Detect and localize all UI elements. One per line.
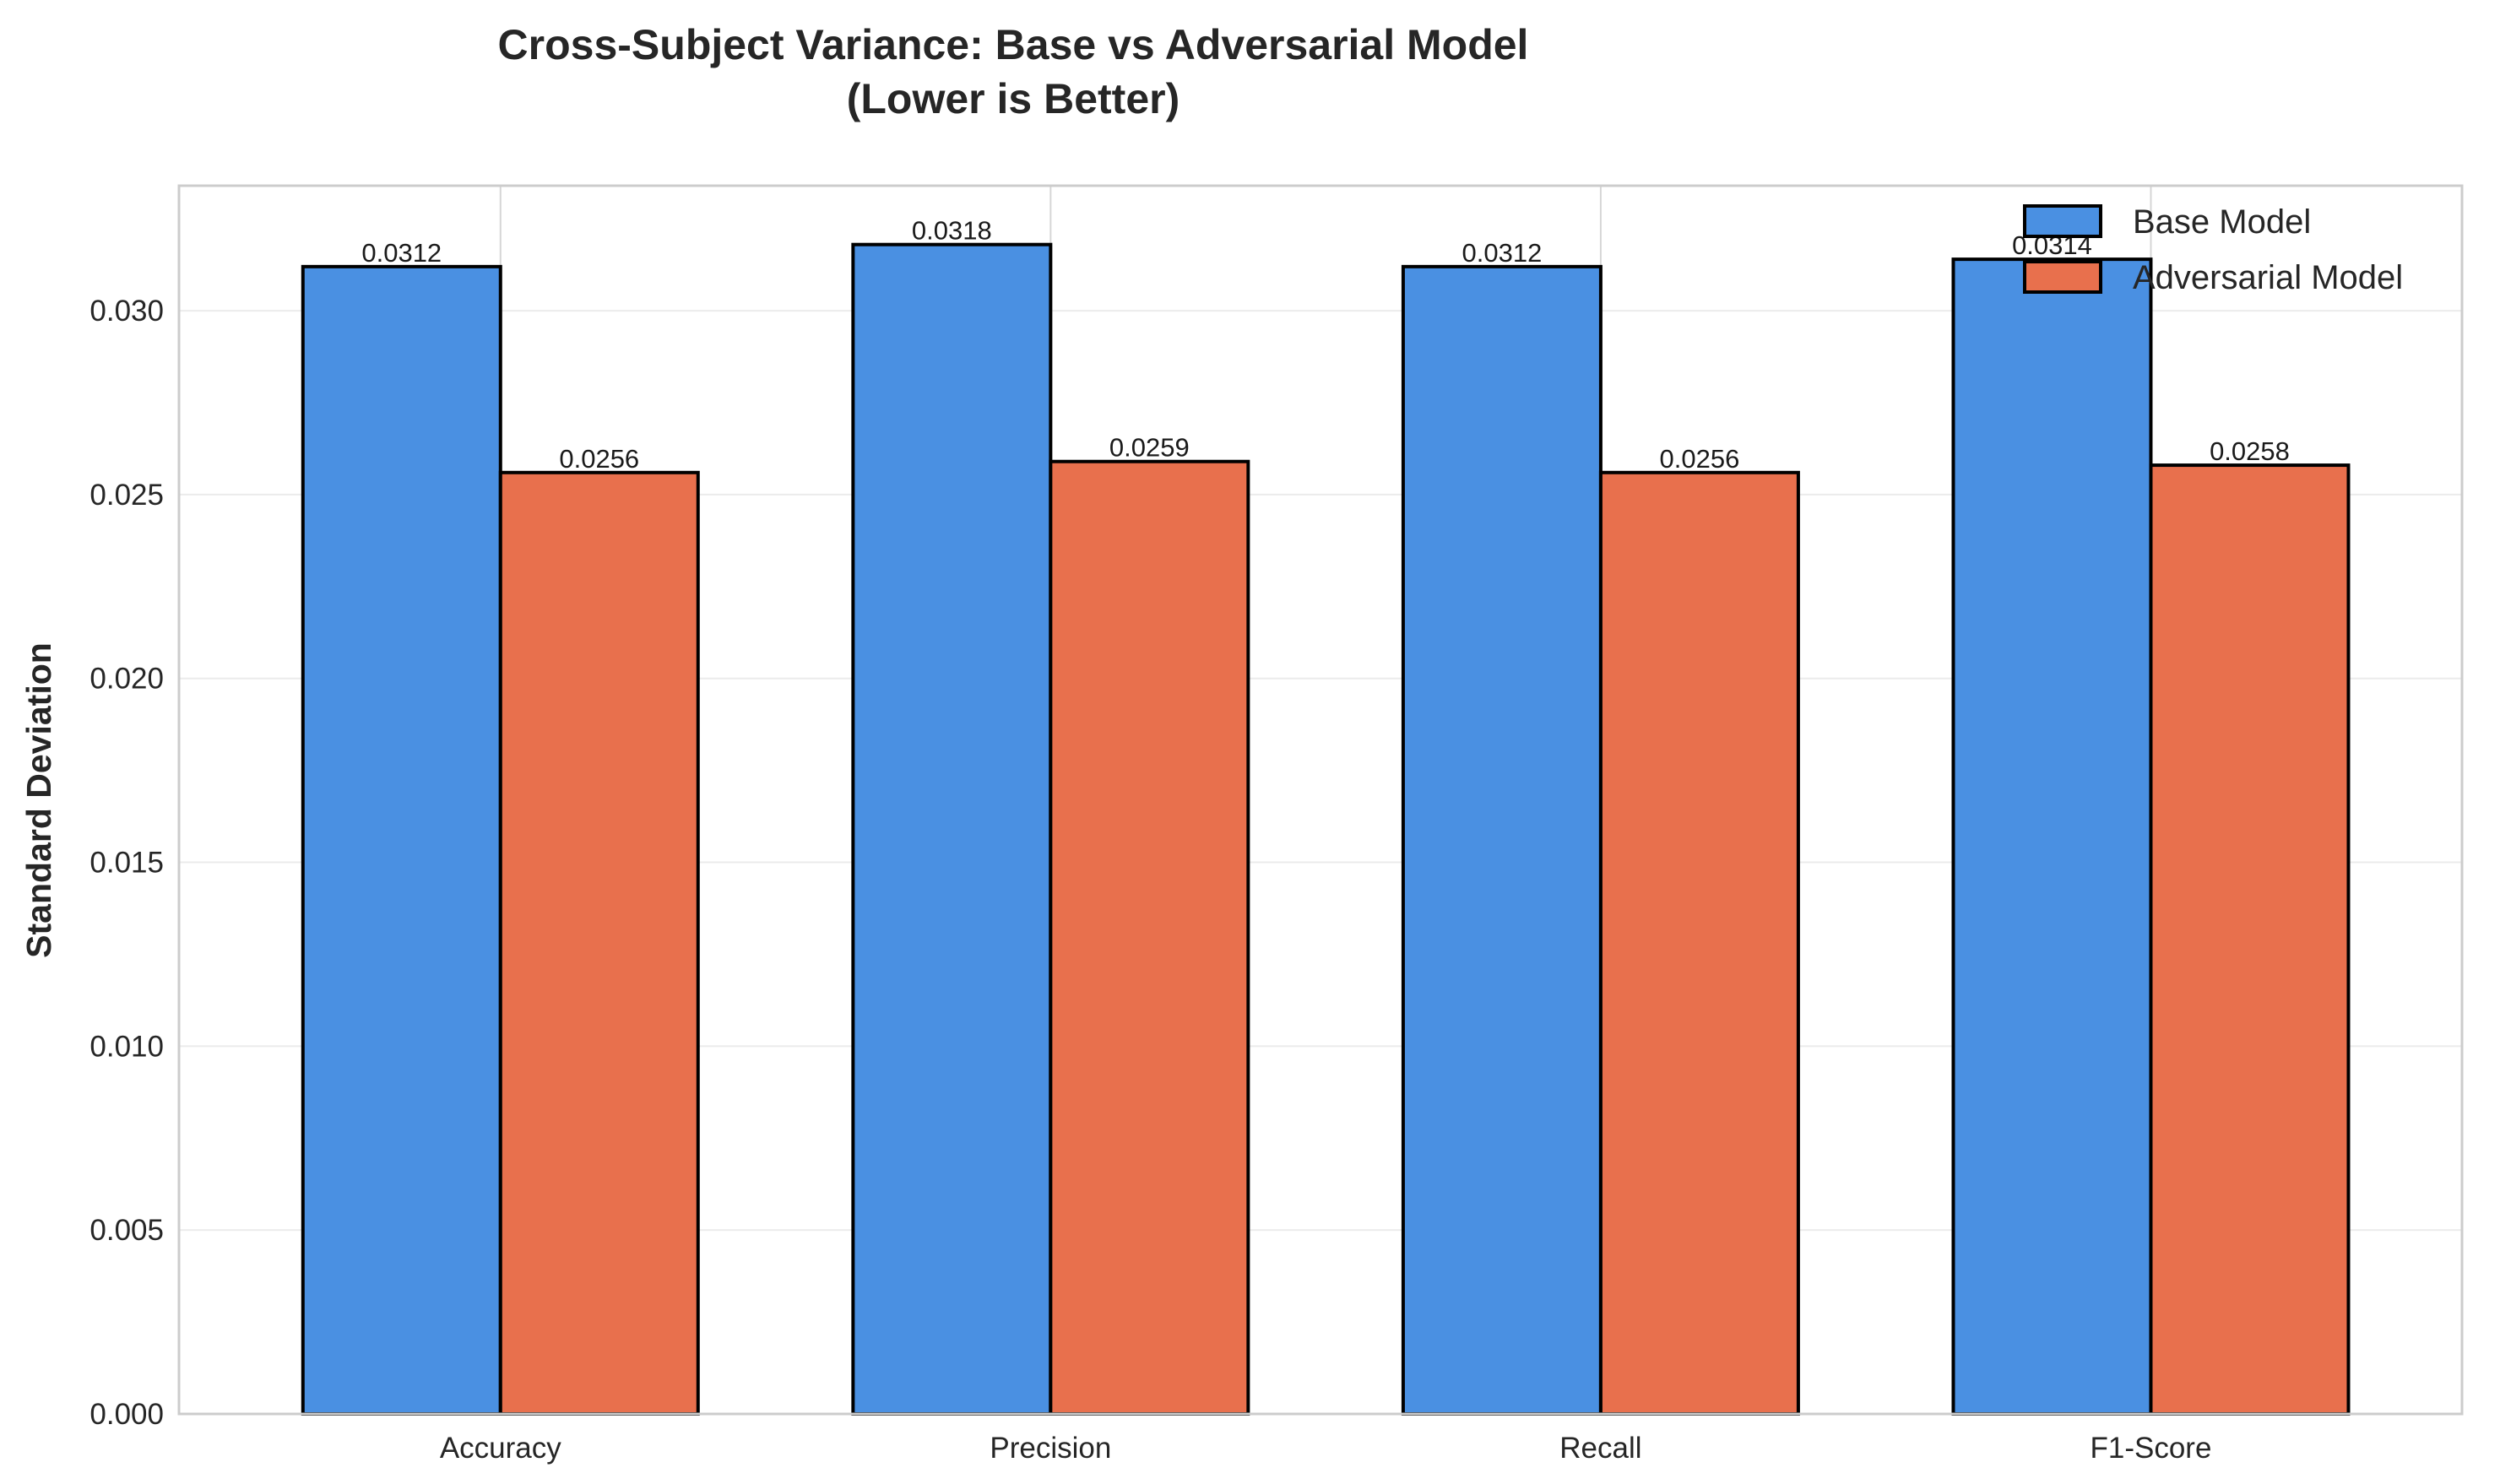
bar-adversarial-recall <box>1598 470 1800 1416</box>
chart-subtitle: (Lower is Better) <box>847 75 1180 122</box>
y-tick-label: 0.020 <box>89 663 164 696</box>
bar-base-recall <box>1401 264 1602 1416</box>
y-tick-label: 0.015 <box>89 847 164 880</box>
bars <box>301 242 2351 1416</box>
legend: Base Model Adversarial Model <box>2023 203 2403 296</box>
bar-adversarial-f1-score <box>2149 463 2351 1416</box>
data-label: 0.0312 <box>361 238 442 268</box>
data-label: 0.0312 <box>1462 238 1543 268</box>
data-label: 0.0259 <box>1109 433 1190 463</box>
chart-title: Cross-Subject Variance: Base vs Adversar… <box>498 21 1529 68</box>
legend-swatch <box>2023 204 2102 238</box>
x-tick-label: Precision <box>990 1432 1111 1465</box>
bar-adversarial-accuracy <box>498 470 700 1416</box>
x-tick-label: F1-Score <box>2091 1432 2212 1465</box>
y-tick-label: 0.010 <box>89 1030 164 1063</box>
data-label: 0.0258 <box>2210 436 2290 466</box>
bar-adversarial-precision <box>1049 459 1250 1416</box>
plot-frame <box>177 184 2464 1416</box>
y-tick-label: 0.030 <box>89 295 164 328</box>
y-axis-label: Standard Deviation <box>19 642 58 958</box>
legend-label: Base Model <box>2133 203 2311 241</box>
x-tick-label: Accuracy <box>440 1432 561 1465</box>
data-label: 0.0256 <box>559 444 639 474</box>
axes: 0.000 0.005 0.010 0.015 0.020 0.025 0.030 Accur… <box>89 184 2464 1465</box>
legend-swatch <box>2023 260 2102 294</box>
data-label: 0.0318 <box>912 216 992 246</box>
legend-label: Adversarial Model <box>2133 259 2403 296</box>
x-tick-label: Recall <box>1559 1432 1641 1465</box>
y-tick-label: 0.000 <box>89 1398 164 1431</box>
data-label: 0.0256 <box>1660 444 1740 474</box>
bar-base-accuracy <box>301 264 502 1416</box>
y-tick-label: 0.005 <box>89 1214 164 1247</box>
bar-base-f1-score <box>1951 257 2153 1416</box>
y-tick-label: 0.025 <box>89 479 164 512</box>
bar-base-precision <box>851 242 1053 1416</box>
